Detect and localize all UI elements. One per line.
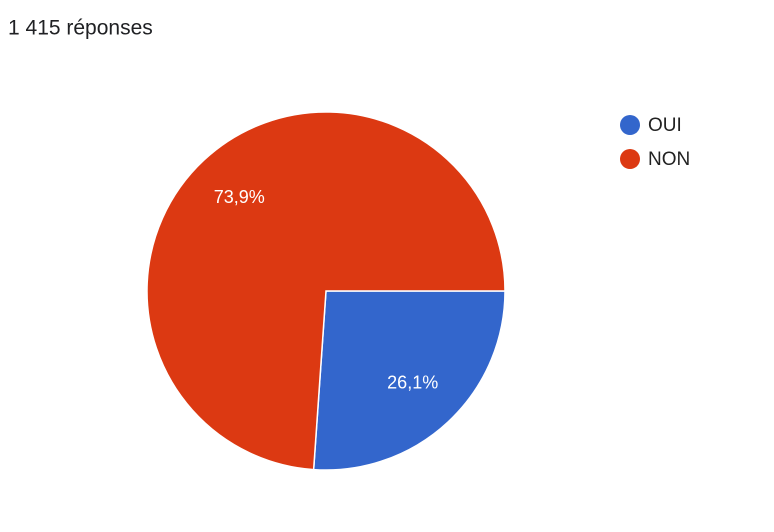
legend-label: NON [648, 149, 690, 170]
chart-title: 1 415 réponses [8, 17, 153, 40]
pie-slice [146, 111, 506, 471]
pie-slice [312, 290, 506, 471]
slice-label: 73,9% [214, 187, 265, 207]
legend-label: OUI [648, 115, 682, 136]
slice-label: 26,1% [387, 373, 438, 393]
legend-marker [620, 149, 640, 169]
legend-marker [620, 115, 640, 135]
